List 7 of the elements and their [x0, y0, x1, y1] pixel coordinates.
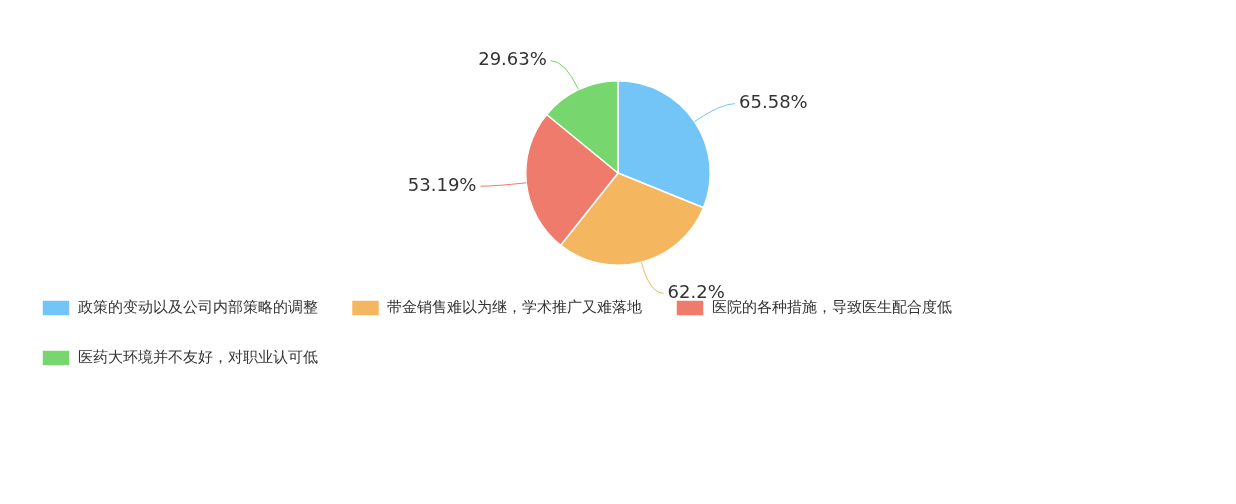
legend-label: 政策的变动以及公司内部策略的调整 [77, 297, 318, 316]
legend-label: 医药大环境并不友好，对职业认可低 [77, 347, 318, 366]
legend-label: 医院的各种措施，导致医生配合度低 [711, 297, 952, 316]
legend-label: 带金销售难以为继，学术推广又难落地 [387, 297, 642, 316]
data-label: 29.63% [478, 48, 547, 70]
data-label: 65.58% [739, 91, 808, 113]
data-label: 53.19% [407, 173, 477, 195]
